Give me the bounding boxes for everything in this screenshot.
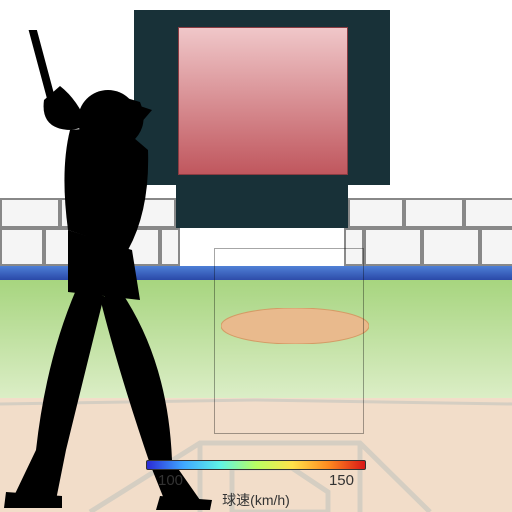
batter-silhouette — [0, 30, 220, 510]
stand-seg — [404, 198, 464, 228]
legend-tick-max: 150 — [329, 472, 354, 489]
stand-seg — [364, 228, 422, 266]
stand-seg — [464, 198, 512, 228]
pitch-chart-stage: 100 150 球速(km/h) — [0, 0, 512, 512]
stand-seg — [480, 228, 512, 266]
stand-seg — [422, 228, 480, 266]
legend-label: 球速(km/h) — [146, 490, 366, 510]
legend-tick-min: 100 — [158, 472, 183, 489]
legend-ticks: 100 150 — [146, 472, 366, 489]
strike-zone — [214, 248, 364, 434]
stand-seg — [348, 198, 404, 228]
speed-legend: 100 150 球速(km/h) — [146, 460, 366, 510]
legend-gradient-bar — [146, 460, 366, 470]
